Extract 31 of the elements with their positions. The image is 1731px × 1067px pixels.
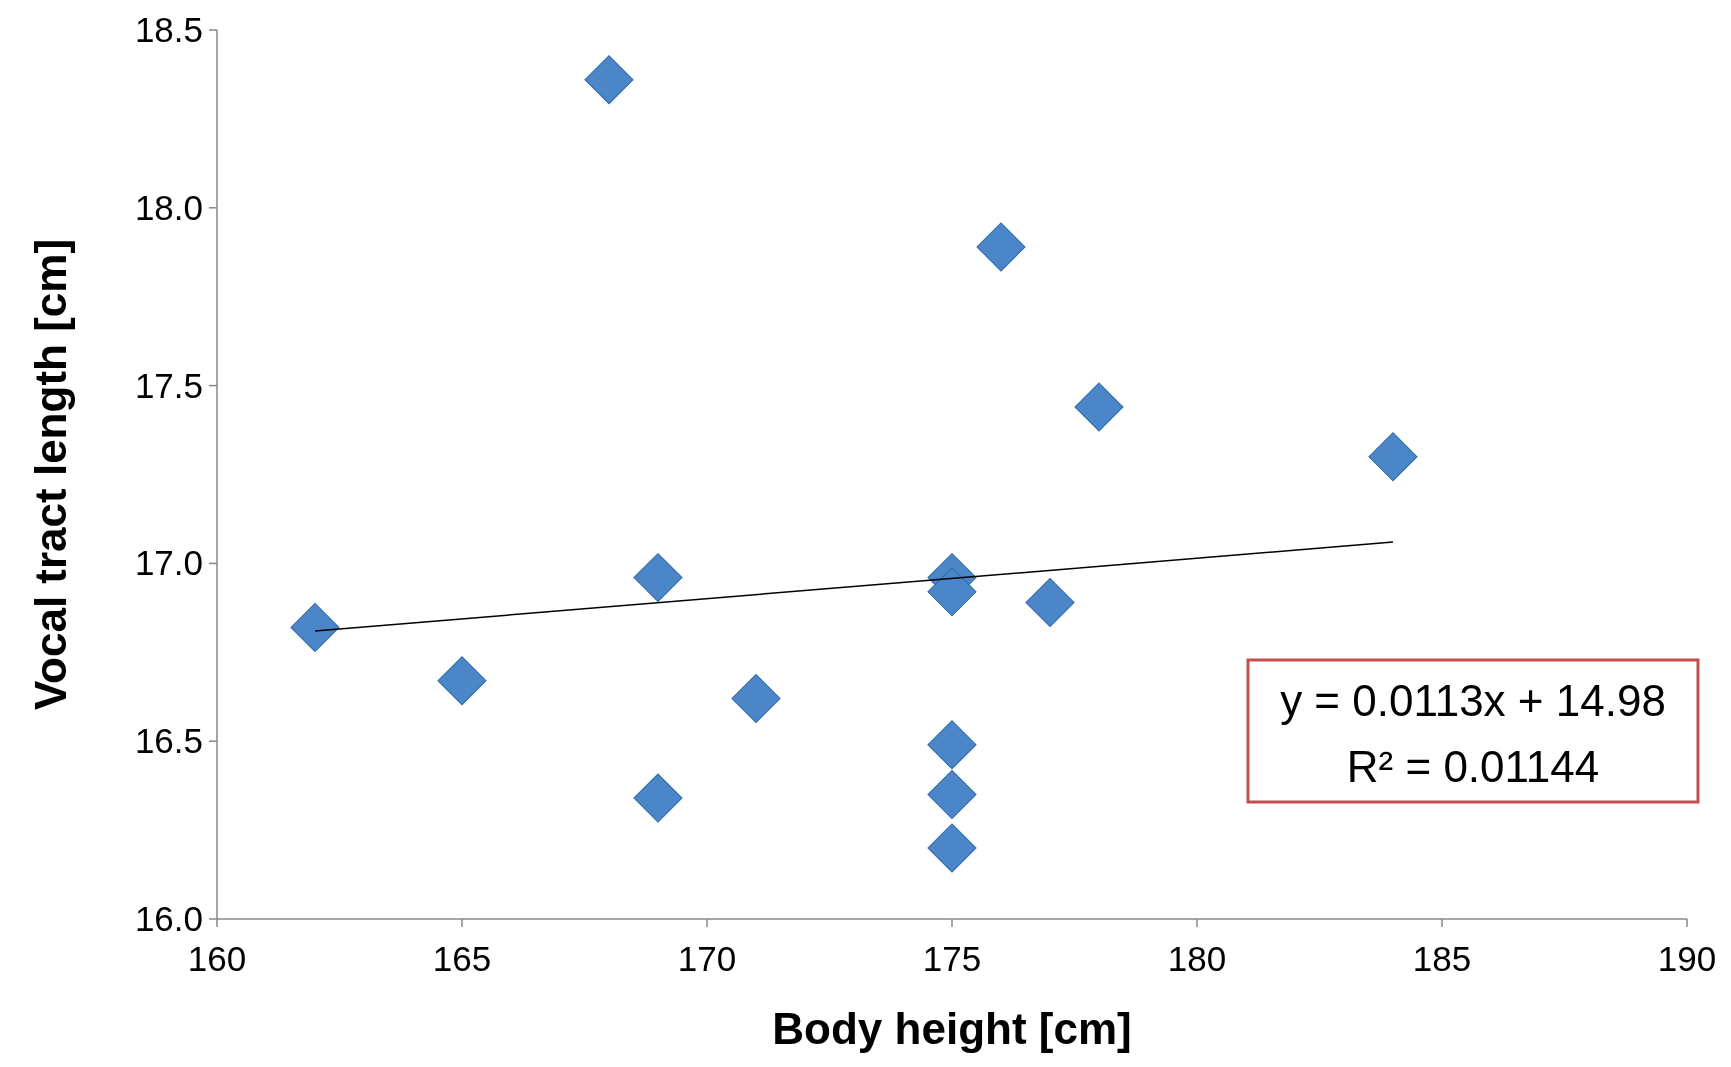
y-tick-label: 18.5 (134, 10, 203, 49)
point (1368, 432, 1418, 482)
y-tick-label: 17.0 (134, 543, 203, 583)
y-tick-label: 17.5 (134, 365, 203, 405)
point (976, 222, 1026, 272)
y-tick-label: 16.0 (134, 899, 203, 938)
point (584, 55, 634, 105)
annotation: R² = 0.01144 (1346, 742, 1600, 791)
x-tick-label: 175 (922, 939, 982, 978)
x-axis-title: Body height [cm] (772, 1004, 1132, 1053)
point (927, 567, 977, 617)
x-tick-label: 170 (677, 939, 737, 978)
point (927, 823, 977, 873)
x-tick-label: 180 (1167, 939, 1227, 978)
point (633, 773, 683, 823)
x-tick-label: 165 (432, 939, 492, 978)
y-tick-label: 16.5 (134, 721, 203, 761)
y-axis-title: Vocal tract length [cm] (26, 238, 75, 711)
point (927, 770, 977, 820)
point (290, 602, 340, 652)
x-tick-label: 190 (1657, 939, 1717, 978)
y-tick-label: 18.0 (134, 187, 203, 227)
point (1025, 577, 1075, 628)
x-tick-label: 185 (1412, 939, 1472, 978)
point (731, 673, 781, 724)
point (437, 656, 487, 706)
x-tick-label: 160 (187, 939, 247, 978)
point (1074, 382, 1124, 432)
point (633, 553, 683, 603)
annotation: y = 0.0113x + 14.98 (1280, 676, 1666, 725)
point (927, 720, 977, 770)
